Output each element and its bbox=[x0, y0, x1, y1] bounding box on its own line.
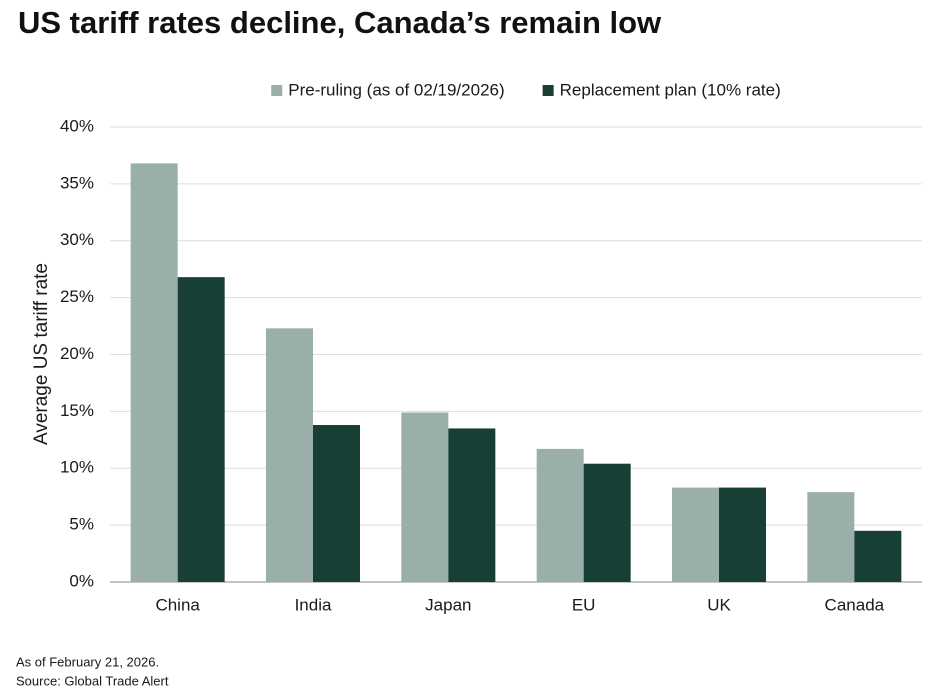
footnote: Source: Global Trade Alert bbox=[16, 673, 169, 688]
legend-swatch bbox=[271, 85, 283, 96]
bar bbox=[807, 492, 855, 582]
footnote: As of February 21, 2026. bbox=[16, 654, 159, 669]
y-tick-label: 30% bbox=[60, 230, 94, 249]
bar bbox=[854, 530, 902, 582]
bar bbox=[448, 428, 496, 582]
bar bbox=[536, 448, 584, 582]
x-tick-label: Japan bbox=[425, 595, 471, 614]
legend-label: Pre-ruling (as of 02/19/2026) bbox=[288, 80, 504, 99]
x-tick-label: Canada bbox=[825, 595, 885, 614]
bar bbox=[583, 463, 631, 582]
legend-swatch bbox=[542, 85, 554, 96]
x-tick-label: India bbox=[295, 595, 332, 614]
x-tick-label: UK bbox=[707, 595, 731, 614]
y-tick-label: 25% bbox=[60, 287, 94, 306]
bar bbox=[672, 487, 719, 582]
x-tick-label: China bbox=[155, 595, 200, 614]
bar bbox=[266, 328, 313, 582]
legend-label: Replacement plan (10% rate) bbox=[560, 80, 781, 99]
y-tick-label: 35% bbox=[60, 173, 94, 192]
bar bbox=[401, 412, 449, 582]
chart-title: US tariff rates decline, Canada’s remain… bbox=[18, 5, 662, 40]
y-tick-label: 10% bbox=[60, 458, 94, 477]
bar bbox=[130, 163, 178, 582]
y-tick-label: 40% bbox=[60, 116, 94, 135]
bar bbox=[177, 277, 225, 582]
y-tick-label: 0% bbox=[69, 571, 94, 590]
x-tick-label: EU bbox=[572, 595, 596, 614]
y-tick-label: 20% bbox=[60, 344, 94, 363]
y-tick-label: 5% bbox=[69, 515, 94, 534]
bar bbox=[719, 487, 766, 582]
bar bbox=[313, 425, 360, 582]
y-tick-label: 15% bbox=[60, 401, 94, 420]
y-axis-label: Average US tariff rate bbox=[31, 263, 52, 445]
